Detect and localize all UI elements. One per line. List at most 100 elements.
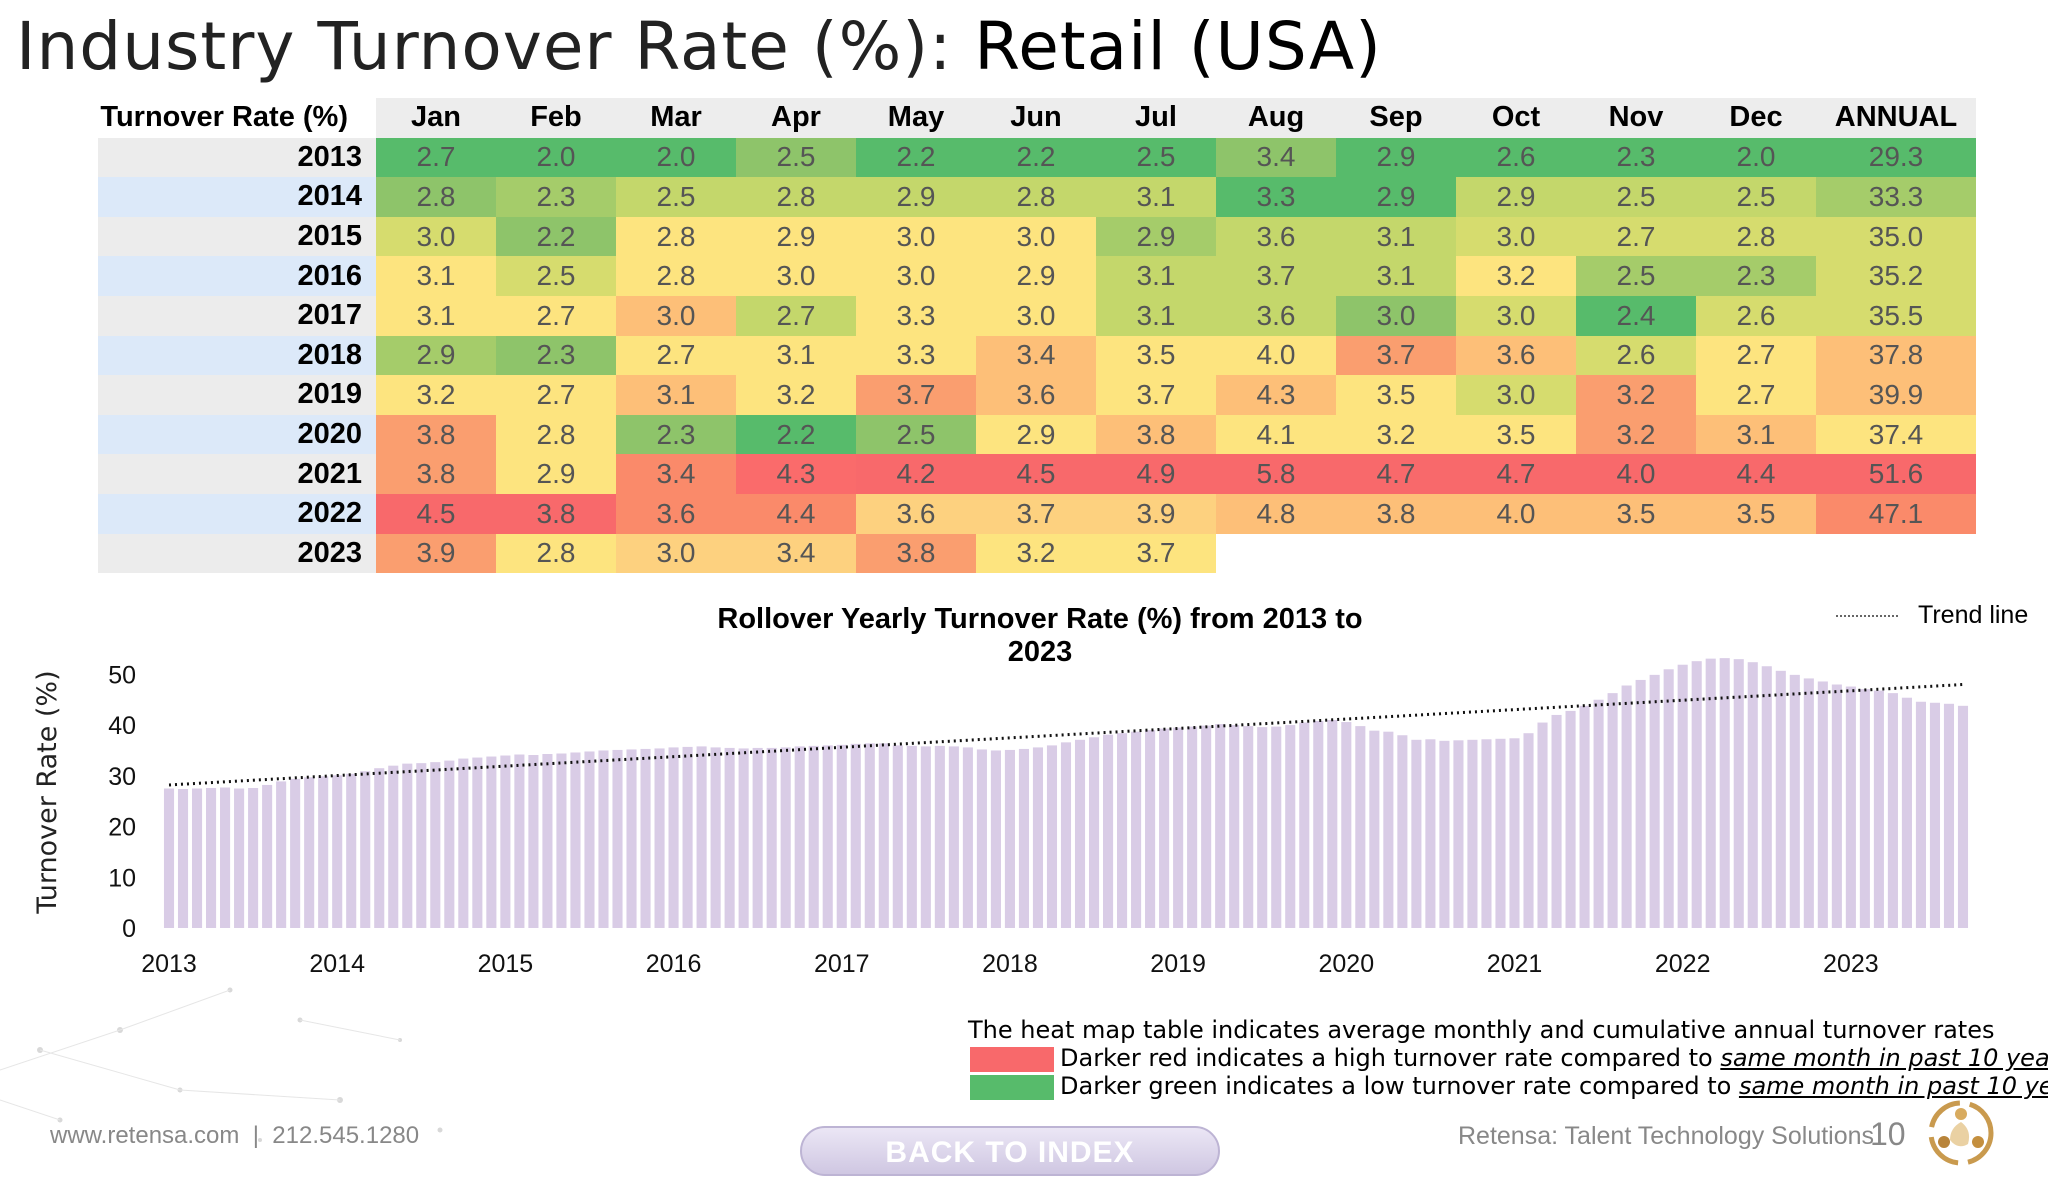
bar [598, 750, 609, 928]
heatmap-year-label: 2018 [98, 335, 376, 376]
bar [906, 745, 917, 928]
heatmap-corner-label: Turnover Rate (%) [98, 98, 376, 138]
heatmap-cell: 3.4 [976, 335, 1096, 376]
bar [1663, 669, 1674, 928]
bar [822, 745, 833, 928]
bar [696, 746, 707, 928]
bar [556, 753, 567, 928]
heatmap-cell [1336, 534, 1456, 574]
heatmap-cell: 3.5 [1576, 493, 1696, 534]
heatmap-cell: 37.4 [1816, 414, 1976, 455]
heatmap-legend: The heat map table indicates average mon… [968, 1016, 2048, 1100]
heatmap-cell: 2.9 [736, 216, 856, 257]
bar [458, 758, 469, 928]
bar [976, 749, 987, 928]
heatmap-cell: 2.2 [736, 414, 856, 455]
x-tick-label: 2015 [478, 950, 534, 978]
heatmap-cell: 2.5 [1576, 177, 1696, 217]
heatmap-cell: 2.8 [976, 177, 1096, 217]
bar [1425, 739, 1436, 928]
x-tick-label: 2023 [1823, 950, 1879, 978]
bar [990, 750, 1001, 928]
network-decoration [0, 987, 443, 1142]
bar [1579, 705, 1590, 928]
heatmap-year-label: 2013 [98, 137, 376, 178]
heatmap-cell: 3.8 [496, 493, 616, 534]
heatmap-cell: 3.2 [1456, 256, 1576, 296]
bar [612, 749, 623, 928]
bar [1565, 710, 1576, 928]
bar [1607, 693, 1618, 928]
heatmap-cell: 3.6 [616, 493, 736, 534]
bar [1187, 726, 1198, 928]
heatmap-col-header-mar: Mar [616, 98, 736, 138]
heatmap-cell: 3.2 [1576, 414, 1696, 455]
bar [626, 749, 637, 928]
heatmap-cell: 2.5 [856, 414, 976, 455]
company-name: Retensa: Talent Technology Solutions [1458, 1122, 1875, 1150]
bar [1032, 747, 1044, 928]
bar [864, 743, 875, 928]
heatmap-row-2019: 2019 3.2 2.7 3.1 3.2 3.7 3.6 3.7 4.3 3.5 3.0 3.2 2.7… [98, 375, 1976, 415]
bar [163, 788, 175, 928]
heatmap-col-header-aug: Aug [1216, 98, 1336, 138]
heatmap-col-header-jun: Jun [976, 98, 1096, 138]
bar [1551, 714, 1562, 928]
bar [752, 747, 763, 928]
bar [724, 747, 735, 928]
title-subject: Retail (USA) [974, 8, 1382, 85]
bar [1957, 705, 1969, 928]
bar [1229, 725, 1240, 928]
bar [1313, 721, 1324, 928]
bar [430, 762, 441, 928]
heatmap-cell [1576, 534, 1696, 574]
title-prefix: Industry Turnover Rate (%): [16, 8, 975, 85]
heatmap-cell: 2.7 [496, 295, 616, 336]
bar [654, 748, 665, 928]
heatmap-cell [1456, 534, 1576, 574]
heatmap-col-header-may: May [856, 98, 976, 138]
bar [472, 757, 483, 928]
heatmap-cell: 3.7 [1096, 375, 1216, 415]
bar [1411, 739, 1422, 928]
heatmap-cell [1816, 534, 1976, 574]
heatmap-cell: 3.0 [976, 216, 1096, 257]
heatmap-cell: 3.7 [856, 375, 976, 415]
heatmap-cell: 2.0 [496, 137, 616, 178]
heatmap-cell: 2.5 [616, 177, 736, 217]
heatmap-cell: 2.3 [1576, 137, 1696, 178]
bar [1285, 725, 1296, 928]
heatmap-cell: 3.8 [1336, 493, 1456, 534]
heatmap-cell: 3.8 [376, 454, 496, 494]
heatmap-cell: 4.7 [1456, 454, 1576, 494]
bar [934, 745, 945, 928]
legend-intro: The heat map table indicates average mon… [968, 1016, 1995, 1044]
heatmap-cell: 3.1 [736, 335, 856, 376]
back-to-index-button[interactable]: BACK TO INDEX [800, 1126, 1220, 1176]
bar [1733, 659, 1744, 928]
bar [1046, 745, 1058, 928]
heatmap-cell: 3.4 [1216, 137, 1336, 178]
bar [1803, 678, 1814, 928]
bar [177, 789, 189, 928]
bar [1271, 726, 1282, 928]
heatmap-cell: 3.0 [1456, 295, 1576, 336]
heatmap-cell: 3.5 [1696, 493, 1816, 534]
bar [1929, 702, 1941, 928]
bar [1201, 725, 1212, 928]
bar [1397, 735, 1408, 928]
bar [276, 781, 287, 928]
heatmap-cell: 2.6 [1456, 137, 1576, 178]
retensa-logo-icon [1928, 1100, 1994, 1166]
bar [1761, 666, 1772, 928]
legend-red-emph: same month in past 10 years [1720, 1044, 2048, 1072]
heatmap-row-2017: 2017 3.1 2.7 3.0 2.7 3.3 3.0 3.1 3.6 3.0 3.0 2.4 2.6… [98, 295, 1976, 336]
heatmap-cell: 3.2 [1576, 375, 1696, 415]
heatmap-cell: 3.6 [1456, 335, 1576, 376]
heatmap-cell: 2.8 [736, 177, 856, 217]
heatmap-cell: 3.0 [856, 256, 976, 296]
heatmap-cell: 51.6 [1816, 454, 1976, 494]
bar [346, 773, 357, 928]
bar [262, 784, 273, 928]
heatmap-cell: 2.0 [616, 137, 736, 178]
